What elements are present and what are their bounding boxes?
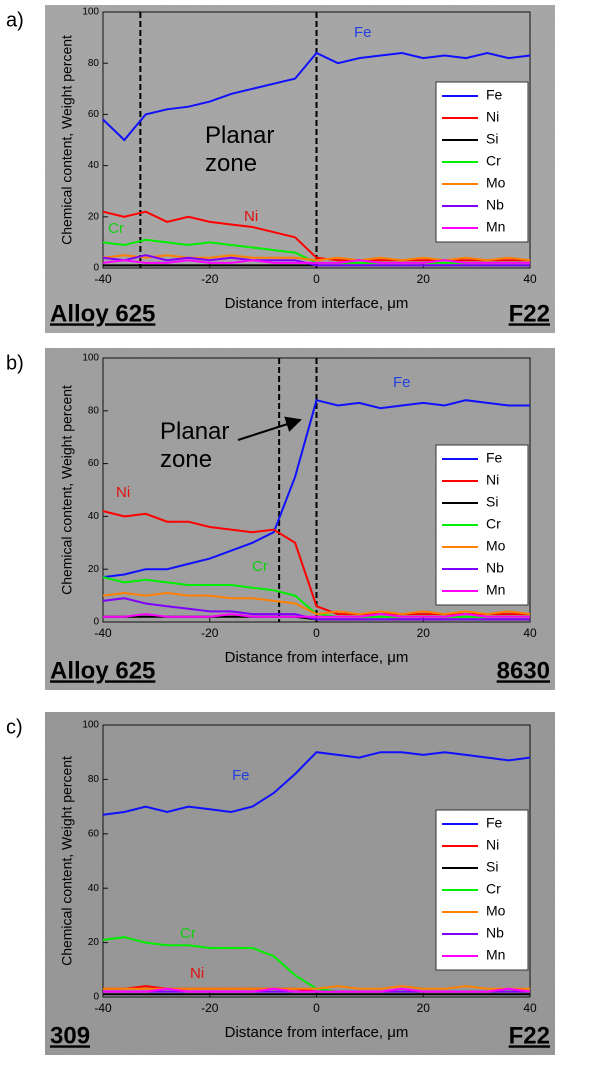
- annotation: Planar zone: [160, 418, 230, 473]
- legend-label: Nb: [486, 197, 504, 213]
- left-material-label: Alloy 625: [50, 300, 155, 327]
- x-tick-label: 20: [417, 272, 431, 286]
- series-line: [102, 398, 530, 579]
- legend-label: Cr: [486, 153, 501, 169]
- y-tick-label: 80: [88, 405, 100, 416]
- legend-label: Si: [486, 859, 498, 875]
- right-material-label: F22: [509, 1022, 550, 1049]
- x-tick-label: -20: [201, 626, 219, 640]
- left-material-label: Alloy 625: [50, 657, 155, 684]
- y-tick-label: 20: [88, 211, 100, 222]
- panel-label: c): [6, 716, 23, 738]
- series-line: [103, 613, 530, 618]
- legend-label: Mo: [486, 175, 506, 191]
- y-tick-label: 100: [82, 720, 99, 731]
- x-tick-label: 40: [523, 1001, 537, 1015]
- x-axis-label: Distance from interface, μm: [225, 295, 409, 312]
- legend-label: Mn: [486, 219, 505, 235]
- annotation: Ni: [190, 965, 205, 982]
- annotation: Ni: [244, 208, 259, 225]
- series-line: [102, 597, 530, 621]
- annotation: Cr: [108, 220, 124, 237]
- y-tick-label: 0: [93, 617, 99, 628]
- y-tick-label: 40: [88, 160, 100, 171]
- y-tick-label: 20: [88, 564, 100, 575]
- x-tick-label: 0: [313, 1001, 320, 1015]
- y-tick-label: 40: [88, 883, 100, 894]
- x-tick-label: 20: [417, 1001, 431, 1015]
- y-tick-label: 80: [88, 58, 100, 69]
- y-axis-label: Chemical content, Weight percent: [59, 35, 75, 245]
- y-tick-label: 80: [88, 774, 100, 785]
- x-tick-label: 0: [313, 272, 320, 286]
- annotation: Cr: [252, 558, 268, 575]
- x-tick-label: 40: [523, 272, 537, 286]
- x-tick-label: -40: [94, 1001, 112, 1015]
- legend-label: Ni: [486, 472, 499, 488]
- legend-label: Nb: [486, 925, 504, 941]
- series-line: [102, 51, 531, 142]
- y-axis-label: Chemical content, Weight percent: [59, 756, 75, 966]
- y-tick-label: 40: [88, 511, 100, 522]
- legend-label: Mn: [486, 582, 505, 598]
- legend-label: Fe: [486, 450, 503, 466]
- x-tick-label: 40: [523, 626, 537, 640]
- left-material-label: 309: [50, 1022, 90, 1049]
- x-tick-label: 20: [417, 626, 431, 640]
- annotation-arrow: [237, 416, 302, 441]
- series-line: [102, 254, 530, 267]
- legend-label: Cr: [486, 516, 501, 532]
- annotation: Fe: [354, 24, 372, 41]
- annotation: Cr: [180, 925, 196, 942]
- right-material-label: F22: [509, 300, 550, 327]
- y-tick-label: 60: [88, 109, 100, 120]
- series-line: [102, 259, 530, 264]
- legend-label: Mn: [486, 947, 505, 963]
- y-tick-label: 60: [88, 458, 100, 469]
- y-axis-label: Chemical content, Weight percent: [59, 385, 75, 595]
- panel-label: a): [6, 9, 24, 31]
- series-line: [102, 254, 531, 262]
- y-tick-label: 0: [93, 992, 99, 1003]
- legend-label: Fe: [486, 87, 503, 103]
- x-tick-label: -20: [201, 272, 219, 286]
- series-line: [103, 987, 531, 993]
- series-line: [102, 591, 531, 616]
- y-tick-label: 0: [93, 263, 99, 274]
- y-tick-label: 60: [88, 828, 100, 839]
- legend-label: Si: [486, 131, 498, 147]
- legend-label: Mo: [486, 538, 506, 554]
- legend-label: Si: [486, 494, 498, 510]
- annotation: Ni: [116, 484, 131, 501]
- x-axis-label: Distance from interface, μm: [225, 649, 409, 666]
- series-line: [102, 751, 531, 816]
- legend-label: Mo: [486, 903, 506, 919]
- annotation: Planar zone: [205, 122, 275, 177]
- x-tick-label: -40: [94, 626, 112, 640]
- legend-label: Ni: [486, 837, 499, 853]
- legend-label: Cr: [486, 881, 501, 897]
- panel-label: b): [6, 352, 24, 374]
- x-tick-label: -40: [94, 272, 112, 286]
- legend-label: Fe: [486, 815, 503, 831]
- legend-label: Nb: [486, 560, 504, 576]
- y-tick-label: 100: [82, 353, 99, 364]
- legend-label: Ni: [486, 109, 499, 125]
- y-tick-label: 100: [82, 7, 99, 18]
- right-material-label: 8630: [497, 657, 550, 684]
- x-tick-label: -20: [201, 1001, 219, 1015]
- annotation: Fe: [232, 767, 250, 784]
- x-axis-label: Distance from interface, μm: [225, 1024, 409, 1041]
- series-line: [102, 210, 530, 262]
- y-tick-label: 20: [88, 937, 100, 948]
- annotation: Fe: [393, 374, 411, 391]
- x-tick-label: 0: [313, 626, 320, 640]
